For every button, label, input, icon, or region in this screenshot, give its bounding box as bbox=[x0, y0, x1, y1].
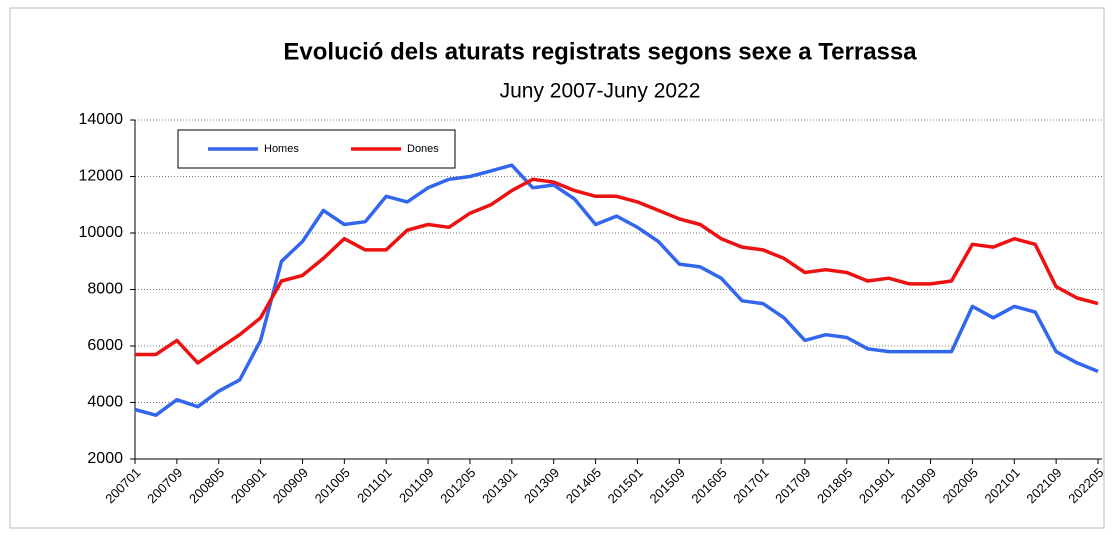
x-tick-label: 202205 bbox=[1065, 465, 1106, 506]
x-tick-label: 201509 bbox=[647, 465, 688, 506]
x-tick-label: 202109 bbox=[1023, 465, 1064, 506]
x-tick-label: 201405 bbox=[563, 465, 604, 506]
legend-label: Homes bbox=[264, 143, 299, 155]
x-tick-label: 201005 bbox=[312, 465, 353, 506]
x-tick-label: 201701 bbox=[730, 465, 771, 506]
x-tick-label: 201605 bbox=[688, 465, 729, 506]
x-tick-label: 201901 bbox=[856, 465, 897, 506]
x-tick-label: 201309 bbox=[521, 465, 562, 506]
chart-subtitle: Juny 2007-Juny 2022 bbox=[500, 80, 701, 103]
x-tick-label: 202005 bbox=[940, 465, 981, 506]
x-tick-label: 201101 bbox=[354, 465, 395, 506]
x-tick-label: 201205 bbox=[437, 465, 478, 506]
x-tick-label: 200901 bbox=[228, 465, 269, 506]
y-tick-label: 14000 bbox=[79, 111, 124, 128]
x-tick-label: 202101 bbox=[982, 465, 1023, 506]
x-tick-label: 201501 bbox=[605, 465, 646, 506]
series-line bbox=[135, 177, 1099, 365]
x-tick-label: 200701 bbox=[102, 465, 143, 506]
y-tick-label: 4000 bbox=[87, 394, 123, 411]
y-tick-label: 8000 bbox=[87, 281, 123, 298]
y-tick-label: 6000 bbox=[87, 337, 123, 354]
chart-title: Evolució dels aturats registrats segons … bbox=[283, 38, 917, 65]
legend-label: Dones bbox=[407, 143, 439, 155]
x-tick-label: 201909 bbox=[898, 465, 939, 506]
y-tick-label: 10000 bbox=[79, 224, 124, 241]
y-tick-label: 2000 bbox=[87, 450, 123, 467]
x-tick-label: 201301 bbox=[479, 465, 520, 506]
x-tick-label: 201709 bbox=[772, 465, 813, 506]
x-tick-label: 200909 bbox=[270, 465, 311, 506]
x-tick-label: 200805 bbox=[186, 465, 227, 506]
y-tick-label: 12000 bbox=[79, 168, 124, 185]
series-line bbox=[134, 163, 1099, 417]
x-tick-label: 201805 bbox=[814, 465, 855, 506]
chart-frame bbox=[9, 7, 1105, 529]
x-tick-label: 201109 bbox=[396, 465, 437, 506]
x-tick-label: 200709 bbox=[144, 465, 185, 506]
